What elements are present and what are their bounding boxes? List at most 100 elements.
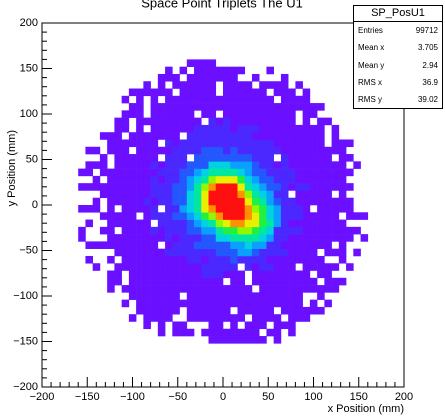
heatmap-bin: [331, 168, 340, 177]
heatmap-bin: [143, 234, 151, 242]
stats-row-label: RMS x: [358, 77, 382, 87]
heatmap-bin: [85, 219, 93, 228]
heatmap-bin: [121, 154, 130, 162]
heatmap-bin: [165, 248, 173, 257]
heatmap-bin: [201, 66, 209, 75]
heatmap-bin: [186, 197, 195, 206]
heatmap-bin: [107, 277, 115, 286]
heatmap-bin: [288, 154, 296, 162]
heatmap-bin: [194, 299, 202, 308]
heatmap-bin: [309, 234, 318, 242]
heatmap-bin: [317, 234, 325, 242]
heatmap-bin: [309, 306, 318, 315]
heatmap-bin: [194, 226, 202, 235]
heatmap-bin: [121, 263, 130, 271]
heatmap-bin: [353, 226, 361, 235]
heatmap-bin: [295, 161, 303, 169]
heatmap-bin: [244, 255, 253, 264]
heatmap-bin: [136, 103, 144, 111]
heatmap-bin: [273, 161, 282, 169]
heatmap-bin: [215, 124, 224, 133]
heatmap-bins: [78, 59, 369, 344]
heatmap-bin: [309, 154, 318, 162]
heatmap-bin: [201, 219, 209, 228]
heatmap-bin: [215, 95, 224, 104]
heatmap-bin: [114, 248, 122, 257]
heatmap-bin: [346, 205, 354, 213]
heatmap-bin: [107, 139, 115, 148]
heatmap-bin: [128, 197, 137, 206]
heatmap-bin: [302, 132, 311, 140]
heatmap-bin: [302, 139, 311, 148]
heatmap-bin: [143, 205, 151, 213]
heatmap-bin: [128, 234, 137, 242]
heatmap-bin: [288, 314, 296, 322]
heatmap-bin: [172, 270, 180, 279]
heatmap-bin: [150, 226, 159, 235]
heatmap-bin: [223, 255, 231, 264]
heatmap-bin: [157, 175, 166, 184]
heatmap-bin: [309, 175, 318, 184]
heatmap-bin: [288, 328, 296, 337]
heatmap-bin: [230, 270, 238, 279]
heatmap-bin: [223, 314, 231, 322]
heatmap-bin: [302, 285, 311, 293]
heatmap-bin: [143, 299, 151, 308]
heatmap-bin: [324, 277, 332, 286]
heatmap-bin: [280, 212, 289, 220]
heatmap-bin: [208, 226, 217, 235]
heatmap-bin: [273, 292, 282, 300]
heatmap-bin: [295, 132, 303, 140]
heatmap-bin: [215, 277, 224, 286]
heatmap-bin: [179, 110, 188, 118]
heatmap-bin: [157, 73, 166, 82]
heatmap-bin: [114, 124, 122, 133]
heatmap-bin: [251, 175, 260, 184]
heatmap-bin: [302, 110, 311, 118]
stats-rows: Entries 99712 Mean x 3.705 Mean y 2.94 RMS x 36…: [354, 22, 442, 108]
heatmap-bin: [150, 124, 159, 133]
heatmap-bin: [223, 117, 231, 126]
heatmap-bin: [143, 226, 151, 235]
heatmap-bin: [136, 219, 144, 228]
heatmap-bin: [179, 103, 188, 111]
heatmap-bin: [230, 73, 238, 82]
heatmap-bin: [208, 255, 217, 264]
heatmap-bin: [251, 168, 260, 177]
heatmap-bin: [208, 139, 217, 148]
heatmap-bin: [237, 175, 246, 184]
heatmap-bin: [251, 321, 260, 330]
heatmap-bin: [128, 183, 137, 191]
heatmap-bin: [237, 103, 246, 111]
heatmap-bin: [215, 226, 224, 235]
heatmap-bin: [157, 212, 166, 220]
heatmap-bin: [201, 73, 209, 82]
heatmap-bin: [172, 255, 180, 264]
heatmap-bin: [114, 234, 122, 242]
heatmap-bin: [338, 234, 347, 242]
heatmap-bin: [179, 168, 188, 177]
heatmap-bin: [179, 270, 188, 279]
heatmap-bin: [208, 263, 217, 271]
heatmap-bin: [244, 263, 253, 271]
heatmap-bin: [259, 124, 267, 133]
heatmap-bin: [157, 234, 166, 242]
heatmap-bin: [165, 190, 173, 199]
heatmap-bin: [223, 95, 231, 104]
heatmap-bin: [157, 306, 166, 315]
heatmap-bin: [194, 255, 202, 264]
heatmap-bin: [215, 248, 224, 257]
heatmap-bin: [201, 168, 209, 177]
heatmap-bin: [230, 190, 238, 199]
heatmap-bin: [172, 168, 180, 177]
heatmap-bin: [237, 248, 246, 257]
heatmap-bin: [114, 219, 122, 228]
heatmap-bin: [121, 183, 130, 191]
heatmap-bin: [280, 183, 289, 191]
heatmap-bin: [172, 197, 180, 206]
heatmap-bin: [317, 175, 325, 184]
heatmap-bin: [121, 299, 130, 308]
heatmap-bin: [215, 336, 224, 344]
heatmap-bin: [172, 321, 180, 330]
heatmap-bin: [150, 139, 159, 148]
